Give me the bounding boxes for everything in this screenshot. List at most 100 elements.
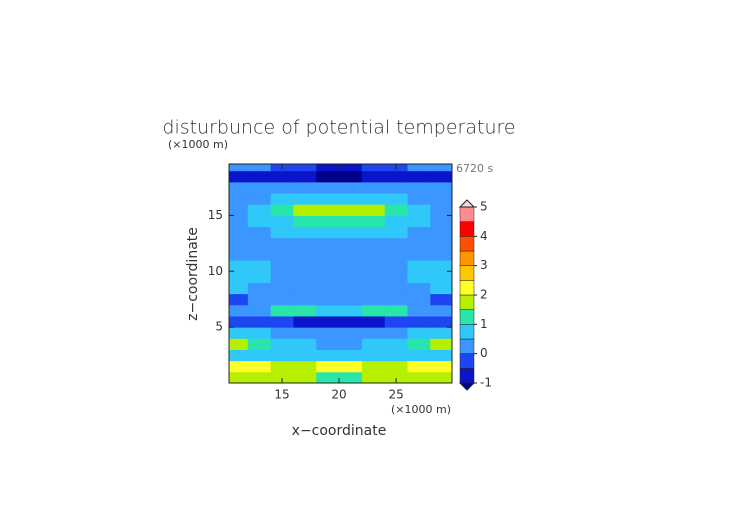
contour-cell: [316, 260, 340, 272]
colorbar-box: [459, 250, 475, 266]
contour-cell: [293, 248, 317, 261]
colorbar-tick-label: 0: [480, 346, 488, 360]
contour-cell: [293, 282, 317, 295]
contour-cell: [384, 360, 409, 373]
contour-cell: [361, 349, 386, 362]
contour-cell: [247, 215, 272, 228]
contour-cell: [339, 164, 363, 172]
contour-cell: [407, 193, 431, 205]
contour-cell: [316, 271, 340, 283]
contour-cell: [293, 237, 317, 250]
contour-cell: [247, 271, 272, 283]
contour-cell: [229, 181, 249, 194]
contour-cell: [229, 226, 249, 239]
contour-cell: [361, 327, 386, 339]
contour-cell: [247, 237, 272, 250]
contour-cell: [339, 371, 363, 383]
contour-cell: [361, 338, 386, 350]
contour-cell: [229, 164, 249, 172]
colorbar-box: [459, 368, 475, 384]
contour-cell: [293, 170, 317, 183]
contour-cell: [270, 271, 294, 283]
contour-cell: [270, 181, 294, 194]
contour-cell: [407, 170, 431, 183]
contour-cell: [316, 293, 340, 306]
contour-cell: [407, 304, 431, 317]
y-tick-label: 10: [208, 264, 223, 278]
contour-cell: [339, 304, 363, 317]
contour-cell: [229, 349, 249, 362]
contour-cell: [339, 237, 363, 250]
contour-cell: [270, 226, 294, 239]
contour-cell: [229, 204, 249, 216]
contour-cell: [407, 371, 431, 383]
contour-cell: [430, 304, 452, 317]
contour-cell: [361, 164, 386, 172]
contour-cell: [430, 271, 452, 283]
contour-cell: [316, 204, 340, 216]
contour-cell: [361, 304, 386, 317]
y-tick-label: 5: [215, 320, 223, 334]
contour-cell: [384, 271, 409, 283]
contour-cell: [247, 170, 272, 183]
contour-cell: [316, 193, 340, 205]
y-axis-label: z−coordinate: [185, 227, 201, 321]
contour-cell: [407, 360, 431, 373]
colorbar-box: [459, 206, 475, 222]
contour-cell: [430, 360, 452, 373]
contour-cell: [229, 371, 249, 383]
contour-cell: [430, 282, 452, 295]
contour-cell: [430, 193, 452, 205]
contour-cell: [229, 293, 249, 306]
contour-cell: [339, 327, 363, 339]
time-label: 6720 s: [456, 162, 493, 175]
contour-cell: [247, 260, 272, 272]
contour-cell: [229, 170, 249, 183]
contour-cell: [430, 315, 452, 328]
contour-cell: [316, 304, 340, 317]
colorbar-box: [459, 309, 475, 325]
x-tick-label: 20: [331, 388, 346, 402]
contour-cell: [316, 164, 340, 172]
contour-cell: [293, 327, 317, 339]
contour-cell: [229, 315, 249, 328]
contour-cell: [384, 237, 409, 250]
y-unit: (×1000 m): [168, 138, 228, 151]
contour-cell: [270, 170, 294, 183]
contour-cell: [293, 293, 317, 306]
contour-cell: [361, 215, 386, 228]
contour-cell: [339, 349, 363, 362]
contour-cell: [270, 360, 294, 373]
colorbar-box: [459, 265, 475, 281]
contour-cell: [430, 170, 452, 183]
colorbar-box: [459, 338, 475, 354]
contour-cell: [361, 360, 386, 373]
contour-cell: [430, 237, 452, 250]
contour-cell: [270, 349, 294, 362]
colorbar-box: [459, 221, 475, 237]
contour-cell: [316, 170, 340, 183]
colorbar-tick-label: -1: [480, 376, 492, 390]
contour-cell: [407, 338, 431, 350]
contour-cell: [270, 204, 294, 216]
colorbar-extend-low: [458, 382, 476, 391]
contour-cell: [361, 248, 386, 261]
contour-cell: [339, 226, 363, 239]
contour-cell: [407, 349, 431, 362]
contour-cell: [384, 248, 409, 261]
contour-cell: [229, 304, 249, 317]
contour-cell: [316, 338, 340, 350]
contour-cell: [247, 327, 272, 339]
contour-cell: [247, 360, 272, 373]
contour-cell: [339, 193, 363, 205]
x-unit: (×1000 m): [391, 403, 451, 416]
contour-cell: [384, 181, 409, 194]
contour-cell: [339, 248, 363, 261]
contour-cell: [407, 164, 431, 172]
contour-cell: [407, 293, 431, 306]
contour-cell: [270, 304, 294, 317]
contour-cell: [361, 204, 386, 216]
contour-cell: [316, 371, 340, 383]
chart-title: disturbunce of potential temperature: [162, 117, 515, 139]
